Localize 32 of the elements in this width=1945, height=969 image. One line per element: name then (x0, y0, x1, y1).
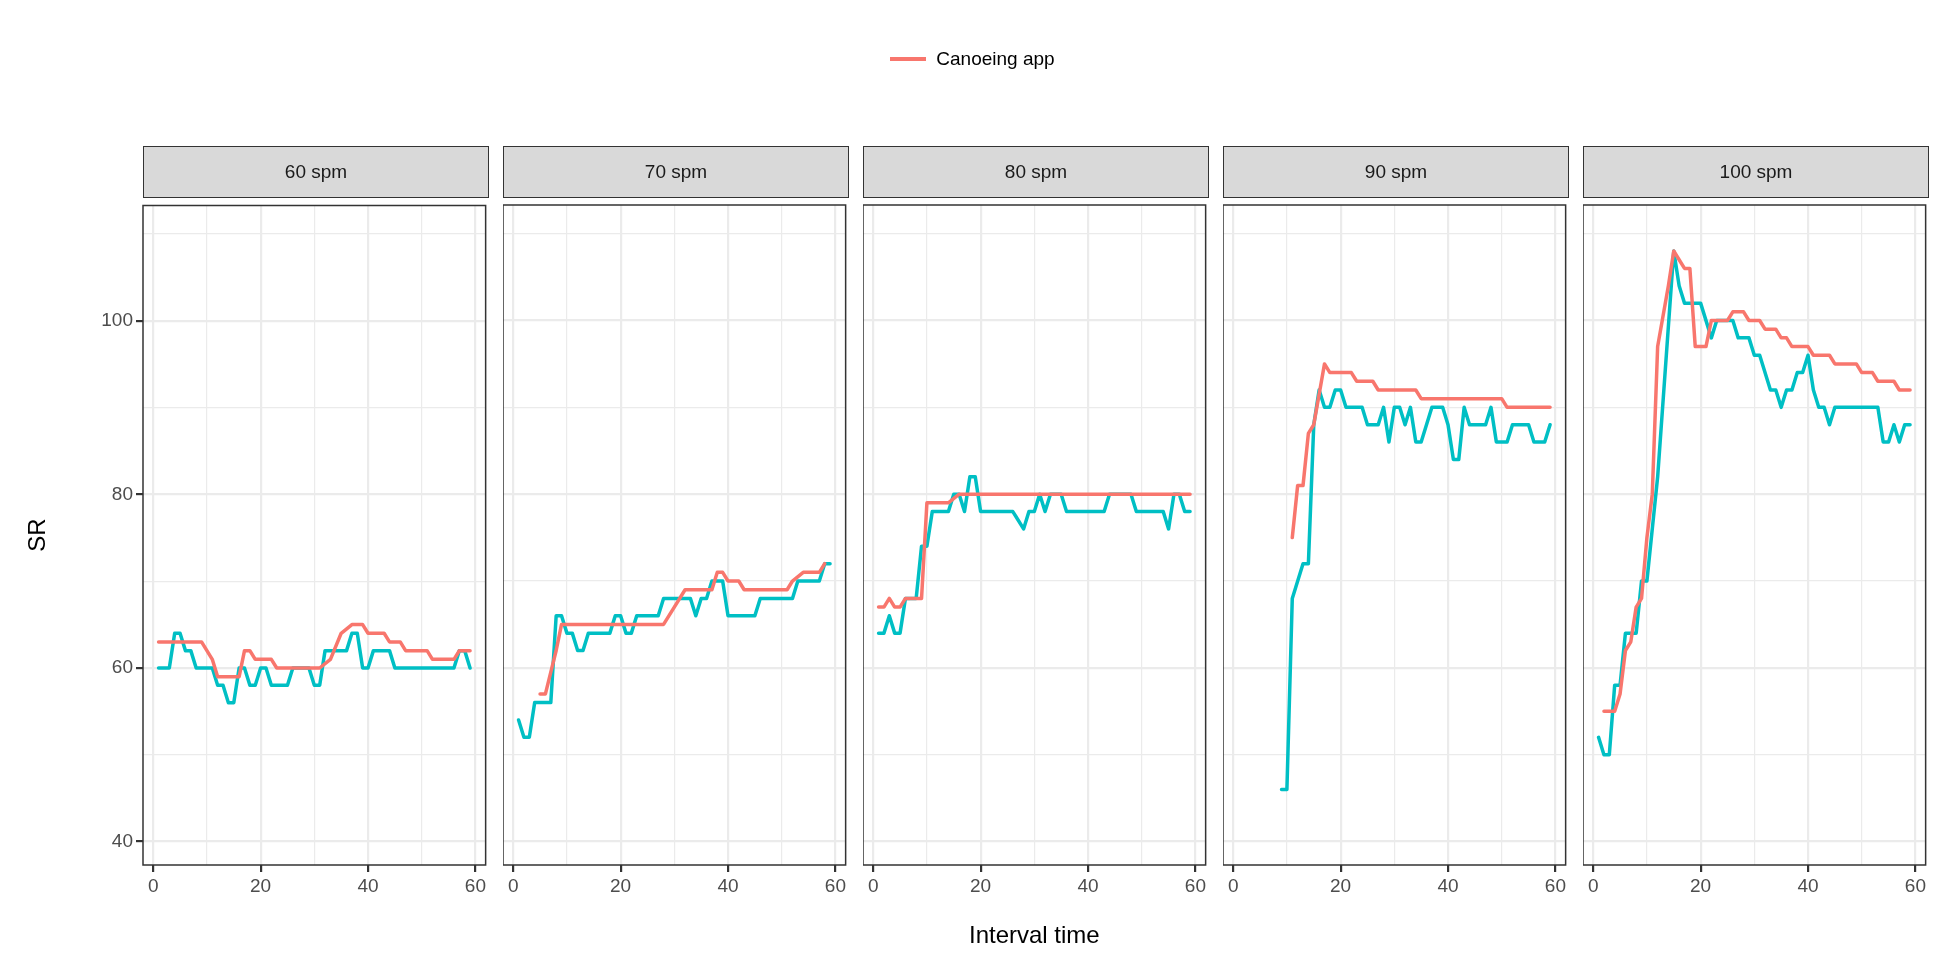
x-tick-label: 0 (867, 874, 879, 896)
x-tick-label: 0 (147, 874, 159, 896)
x-tick-label: 60 (1544, 874, 1566, 896)
x-tick-label: 20 (970, 874, 992, 896)
chart-title: 80 spm (863, 146, 1209, 198)
chart-title: 90 spm (1223, 146, 1569, 198)
x-tick-label: 20 (1330, 874, 1352, 896)
chart-title: 70 spm (503, 146, 849, 198)
x-tick-label: 20 (1690, 874, 1712, 896)
x-tick-label: 60 (824, 874, 846, 896)
x-tick-label: 60 (464, 874, 486, 896)
chart-title: 100 spm (1583, 146, 1929, 198)
x-tick-label: 60 (1904, 874, 1926, 896)
legend-label: Canoeing app (936, 48, 1055, 70)
x-tick-label: 20 (610, 874, 632, 896)
x-tick-label: 40 (357, 874, 379, 896)
x-tick-label: 40 (1437, 874, 1459, 896)
y-axis-title: SR (23, 518, 51, 552)
x-axis-title: Interval time (968, 921, 1100, 949)
y-tick-label: 60 (111, 656, 133, 678)
x-tick-label: 0 (1227, 874, 1239, 896)
x-tick-label: 0 (507, 874, 519, 896)
x-tick-label: 20 (250, 874, 272, 896)
x-tick-label: 60 (1184, 874, 1206, 896)
y-tick-label: 80 (111, 482, 133, 504)
y-tick-label: 40 (111, 829, 133, 851)
x-tick-label: 0 (1587, 874, 1599, 896)
x-tick-label: 40 (1077, 874, 1099, 896)
x-tick-label: 40 (717, 874, 739, 896)
y-tick-label: 100 (101, 309, 133, 331)
chart-title: 60 spm (143, 146, 489, 198)
x-tick-label: 40 (1797, 874, 1819, 896)
